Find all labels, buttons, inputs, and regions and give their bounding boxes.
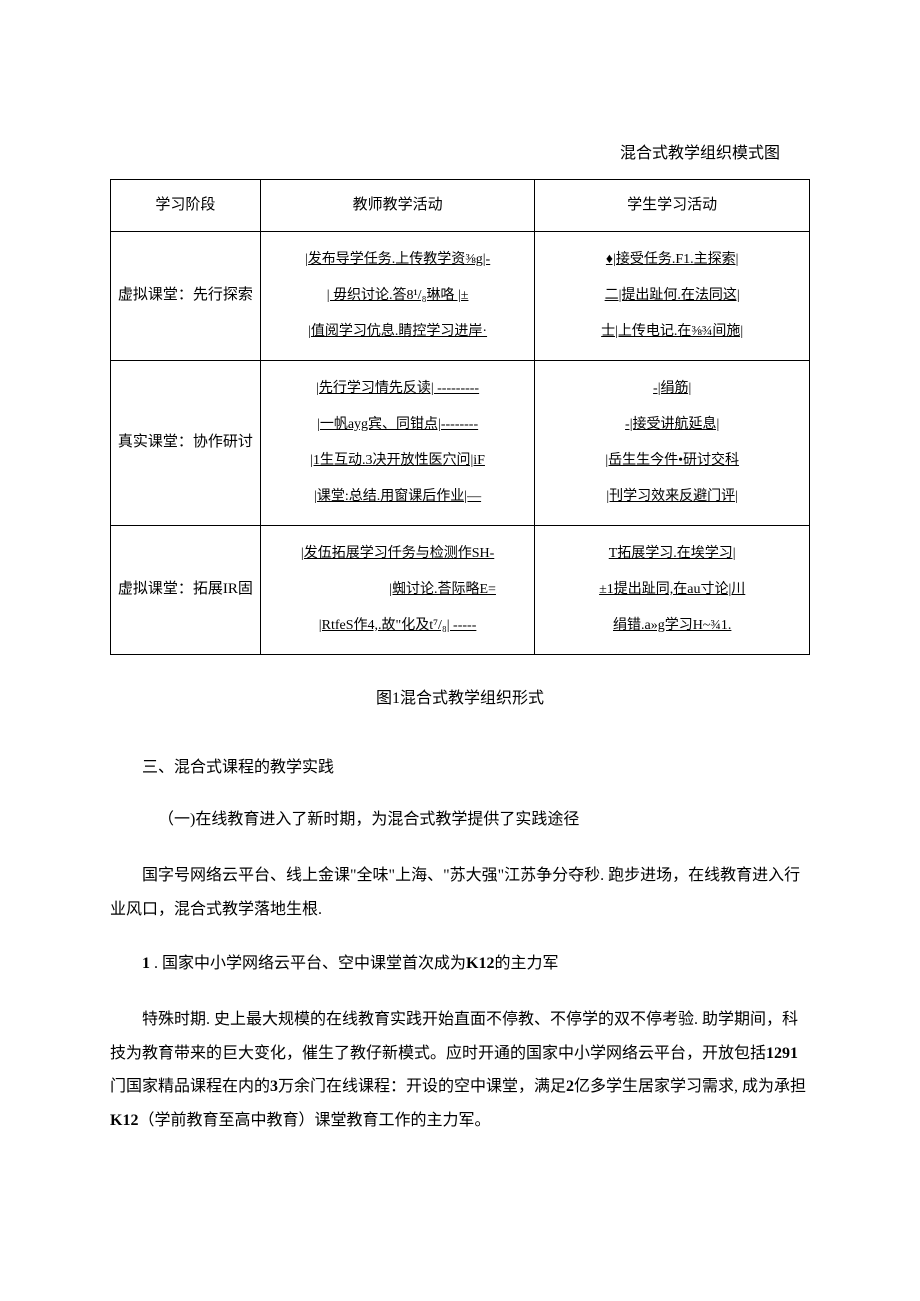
- table-row: 虚拟课堂：先行探索 |发布导学任务.上传教学资⅜g|- | 毋织讨论.答8¹/₈…: [111, 231, 810, 360]
- stage-cell: 真实课堂：协作研讨: [111, 360, 261, 525]
- table-row: 虚拟课堂：拓展IR固 |发伍拓展学习仟务与检测作SH- |蜘讨论.荅际略E= |…: [111, 525, 810, 654]
- para-text: 特殊时期. 史上最大规模的在线教育实践开始直面不停教、不停学的双不停考验. 助学…: [110, 1011, 798, 1062]
- activity-item: | 毋织讨论.答8¹/₈琳咯 |±: [327, 282, 469, 310]
- bold-number: 1291: [766, 1045, 798, 1062]
- figure-caption: 图1混合式教学组织形式: [110, 685, 810, 714]
- activity-item: |发伍拓展学习仟务与检测作SH-: [301, 540, 494, 568]
- para-text: （学前教育至高中教育）课堂教育工作的主力军。: [138, 1112, 490, 1129]
- activity-item: -|接受讲航延息|: [625, 411, 719, 439]
- activity-item: |一帆ayg宾、同钳点|--------: [317, 411, 478, 439]
- activity-item: |1生互动.3决开放性医穴问|iF: [310, 447, 485, 475]
- table-row: 真实课堂：协作研讨 |先行学习情先反读| --------- |一帆ayg宾、同…: [111, 360, 810, 525]
- teacher-cell: |发伍拓展学习仟务与检测作SH- |蜘讨论.荅际略E= |RtfeS作4,.故"…: [260, 525, 535, 654]
- th-student: 学生学习活动: [535, 179, 810, 231]
- list-text: 的主力军: [494, 955, 558, 972]
- activity-item: |先行学习情先反读| ---------: [316, 375, 479, 403]
- bold-number: 2: [566, 1078, 574, 1095]
- activity-item: 士|上传电记.在⅜¾间施|: [601, 318, 743, 346]
- section-heading: 三、混合式课程的教学实践: [110, 754, 810, 783]
- para-text: 万余门在线课程：开设的空中课堂，满足: [278, 1078, 566, 1095]
- activity-item: -|绢筋|: [653, 375, 691, 403]
- activity-item: |岳生生今件•研讨交科: [605, 447, 739, 475]
- activity-item: ±1提出趾同,在au寸论|川: [599, 576, 745, 604]
- para-text: 门国家精品课程在内的: [110, 1078, 270, 1095]
- activity-item: ♦|接受任务.F1.主探索|: [606, 246, 739, 274]
- para-text: 亿多学生居家学习需求, 成为承担: [574, 1078, 806, 1095]
- numbered-heading: 1 . 国家中小学网络云平台、空中课堂首次成为K12的主力军: [110, 950, 810, 979]
- subsection-heading: （一)在线教育进入了新时期，为混合式教学提供了实践途径: [110, 806, 810, 835]
- activity-item: |课堂:总结.用窗课后作业|―: [314, 483, 481, 511]
- activity-item: |发布导学任务.上传教学资⅜g|-: [305, 246, 490, 274]
- stage-cell: 虚拟课堂：先行探索: [111, 231, 261, 360]
- activity-item: 绢错.a»g学习H~¾1.: [613, 612, 731, 640]
- list-number: 1: [142, 955, 150, 972]
- th-teacher: 教师教学活动: [260, 179, 535, 231]
- student-cell: -|绢筋| -|接受讲航延息| |岳生生今件•研讨交科 |刊学习效来反避门评|: [535, 360, 810, 525]
- activity-item: |RtfeS作4,.故"化及t⁷/₈| -----: [319, 612, 477, 640]
- student-cell: T拓展学习.在埃学习| ±1提出趾同,在au寸论|川 绢错.a»g学习H~¾1.: [535, 525, 810, 654]
- teacher-cell: |发布导学任务.上传教学资⅜g|- | 毋织讨论.答8¹/₈琳咯 |± |值阅学…: [260, 231, 535, 360]
- activity-item: T拓展学习.在埃学习|: [609, 540, 736, 568]
- body-paragraph: 特殊时期. 史上最大规模的在线教育实践开始直面不停教、不停学的双不停考验. 助学…: [110, 1003, 810, 1137]
- body-paragraph: 国字号网络云平台、线上金课"全味"上海、"苏大强"江苏争分夺秒. 跑步进场，在线…: [110, 859, 810, 926]
- bold-number: 3: [270, 1078, 278, 1095]
- stage-cell: 虚拟课堂：拓展IR固: [111, 525, 261, 654]
- activity-item: |刊学习效来反避门评|: [606, 483, 738, 511]
- list-text: . 国家中小学网络云平台、空中课堂首次成为: [150, 955, 466, 972]
- org-model-table: 学习阶段 教师教学活动 学生学习活动 虚拟课堂：先行探索 |发布导学任务.上传教…: [110, 179, 810, 655]
- diagram-title: 混合式教学组织模式图: [110, 140, 810, 169]
- student-cell: ♦|接受任务.F1.主探索| 二|提出趾何.在法同这| 士|上传电记.在⅜¾间施…: [535, 231, 810, 360]
- activity-item: 二|提出趾何.在法同这|: [605, 282, 740, 310]
- activity-item: |蜘讨论.荅际略E=: [389, 576, 496, 604]
- bold-term: K12: [466, 955, 494, 972]
- bold-term: K12: [110, 1112, 138, 1129]
- th-stage: 学习阶段: [111, 179, 261, 231]
- activity-item: |值阅学习伉息.睛控学习进岸·: [308, 318, 487, 346]
- teacher-cell: |先行学习情先反读| --------- |一帆ayg宾、同钳点|-------…: [260, 360, 535, 525]
